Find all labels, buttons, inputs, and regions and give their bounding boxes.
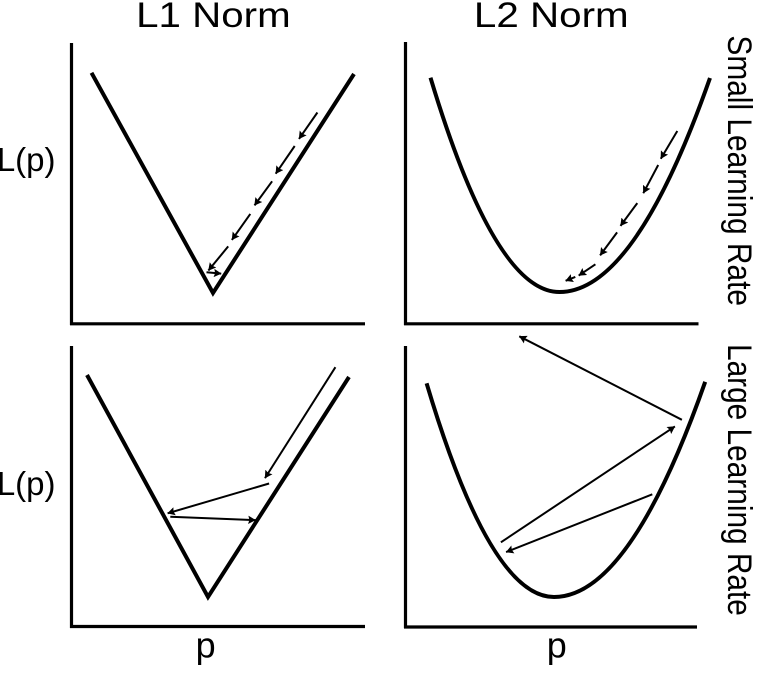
svg-text:Large Learning Rate: Large Learning Rate <box>720 344 758 616</box>
svg-text:L1 Norm: L1 Norm <box>136 0 291 35</box>
svg-text:L(p): L(p) <box>0 141 56 178</box>
svg-text:Small Learning Rate: Small Learning Rate <box>720 35 758 306</box>
svg-text:L(p): L(p) <box>0 465 56 502</box>
svg-text:p: p <box>196 625 216 666</box>
svg-text:p: p <box>547 625 567 666</box>
svg-text:L2 Norm: L2 Norm <box>474 0 629 35</box>
